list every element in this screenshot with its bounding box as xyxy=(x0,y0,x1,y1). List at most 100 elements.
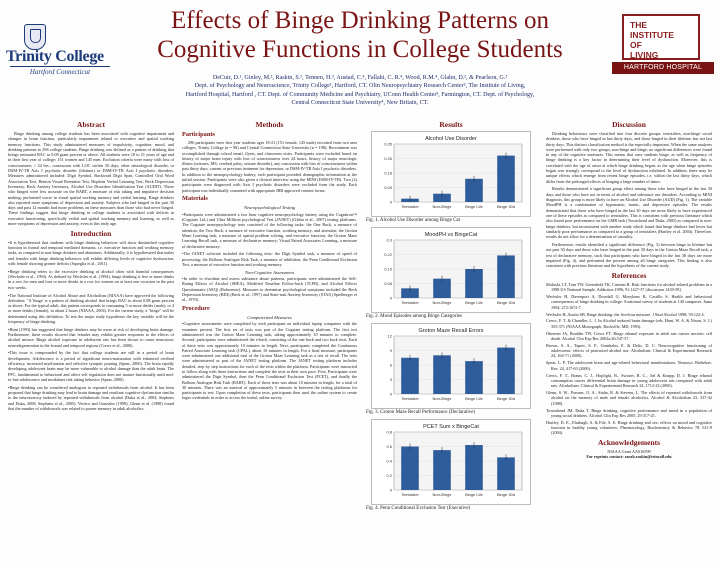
y-tick-label: 0.08 xyxy=(384,281,393,286)
x-tick-label: Binge 30d xyxy=(497,300,515,305)
x-tick-label: Binge Life xyxy=(465,492,484,497)
x-tick-label: Non-Binge xyxy=(433,300,453,305)
abstract-text: Binge drinking among college students ha… xyxy=(8,131,174,227)
results-heading: Results xyxy=(439,120,463,129)
discussion-paragraph-2: Results demonstrated a significant group… xyxy=(546,186,712,240)
x-tick-label: Binge 30d xyxy=(497,204,515,209)
x-tick-label: Binge Life xyxy=(465,396,484,401)
non-cognitive-heading: Non-Cognitive Assessment xyxy=(244,269,295,275)
computerized-measures-heading: Computerized Measures xyxy=(247,315,292,321)
intro-paragraph-4: •Hunt (1993) has suggested that binge dr… xyxy=(8,326,174,348)
x-tick-label: Binge Life xyxy=(465,204,484,209)
bar xyxy=(433,278,451,298)
y-tick-label: 9 xyxy=(390,348,393,353)
trinity-logo-subtitle: Hartford Connecticut xyxy=(10,66,110,76)
y-tick-label: 0.4 xyxy=(386,459,392,464)
x-tick-label: Non-Binge xyxy=(433,204,453,209)
acknowledgement-grant: NIAAA Grant AA016599 xyxy=(607,448,651,454)
discussion-paragraph-3: Furthermore, results identified a signif… xyxy=(546,241,712,269)
reference-item: Crews, F. T., Braun, C. J., Hoplight, B.… xyxy=(546,372,712,389)
discussion-paragraph-1: Drinking behaviours were classified into… xyxy=(546,131,712,184)
y-tick-label: 0 xyxy=(390,296,393,301)
procedure-text: •Cognitive assessments were completed by… xyxy=(182,321,357,401)
institute-logo-line-4: LIVING xyxy=(630,50,659,60)
bar xyxy=(401,288,419,298)
bar xyxy=(465,445,483,490)
chart-groton-maze-recall: Groton Maze Recall Errors 0 3 6 9 12 Teetotale… xyxy=(388,328,523,401)
discussion-heading: Discussion xyxy=(612,120,646,129)
reference-item: Townshend JM, Duka T. Binge drinking, co… xyxy=(546,407,712,418)
reference-item: Obernier JA, Bouldin TW, Crews FT. Binge… xyxy=(546,330,712,341)
reference-item: Wechsler H, Davenport A, Dowdall G, Moey… xyxy=(546,294,712,310)
institute-logo-line-2: INSTITUTE xyxy=(630,30,674,40)
intro-paragraph-6: •Binge drinking can be considered analog… xyxy=(8,384,174,411)
intro-paragraph-2: •Binge drinking refers to the excessive … xyxy=(8,268,174,290)
procedure-heading: Procedure xyxy=(182,305,210,313)
y-tick-label: 0.26 xyxy=(384,156,393,161)
figure-2: MoodPH vs BingeCat 0 0.08 0.15 0.22 0.3 Teetot… xyxy=(371,227,531,313)
y-tick-label: 0.3 xyxy=(386,238,392,243)
y-tick-label: 0.6 xyxy=(386,444,392,449)
participants-text: 296 participants were first year student… xyxy=(182,140,357,193)
reference-item: Brown, S. A., Tapert, S. F., Granholm, E… xyxy=(546,342,712,359)
x-tick-label: Teetotaler xyxy=(401,204,419,209)
column-methods: Methods Participants 296 participants we… xyxy=(182,118,357,564)
acknowledgement-contact: For reprints contact: sarah.raskin@trinc… xyxy=(586,453,672,459)
figure-1-caption: Fig. 1. Alcohol Use Disorder among Binge… xyxy=(366,218,461,223)
y-tick-label: 0 xyxy=(390,392,393,397)
methods-heading: Methods xyxy=(255,120,284,129)
bar xyxy=(465,178,483,202)
y-tick-label: 6 xyxy=(390,363,393,368)
participants-heading: Participants xyxy=(182,131,215,138)
intro-paragraph-3: •The National Institute of Alcohol Abuse… xyxy=(8,292,174,324)
y-tick-label: 0 xyxy=(390,200,393,205)
materials-paragraph-1: •Participants were administered a two ho… xyxy=(182,211,357,249)
bar xyxy=(433,450,451,490)
x-tick-label: Non-Binge xyxy=(433,492,453,497)
bar xyxy=(465,361,483,394)
bar xyxy=(497,347,515,394)
institute-of-living-logo: THE INSTITUTE OF LIVING HARTFORD HOSPITA… xyxy=(612,14,714,76)
x-tick-label: Teetotaler xyxy=(401,396,419,401)
bar xyxy=(401,446,419,490)
y-tick-label: 12 xyxy=(388,334,393,339)
bar xyxy=(433,355,451,394)
x-tick-label: Non-Binge xyxy=(433,396,453,401)
trinity-college-logo: Trinity College Hartford Connecticut xyxy=(6,24,114,76)
y-tick-label: 0.22 xyxy=(384,252,393,257)
figure-1: Alcohol Use Disorder 0 0.09 0.18 0.26 0.35 Tee… xyxy=(371,131,531,217)
y-tick-label: 0.15 xyxy=(384,267,393,272)
institute-logo-line-1: THE xyxy=(630,20,647,30)
reference-item: Spear, L. P. The adolescent brain and ag… xyxy=(546,360,712,371)
bar xyxy=(497,155,515,202)
chart-title: Alcohol Use Disorder xyxy=(425,136,477,142)
intro-paragraph-5: •This issue is compounded by the fact th… xyxy=(8,350,174,382)
title-line-2: Cognitive Functions in College Students xyxy=(157,36,563,63)
hartford-hospital-bar: HARTFORD HOSPITAL xyxy=(612,62,714,74)
institute-logo-line-3: OF xyxy=(630,40,642,50)
reference-item: Crews, F. T. & Chandler, L. J. In Alcoho… xyxy=(546,318,712,329)
institute-logo-box: THE INSTITUTE OF LIVING xyxy=(622,14,700,60)
figure-4: PCET Sum x BingeCat 0 0.2 0.4 0.6 0.8 Teetotal… xyxy=(371,419,531,505)
reference-item: Wechsler H, Austin SB. Binge drinking: t… xyxy=(546,311,705,317)
author-names: DeCuir, D.¹, Ginley, M.², Raskin, S.¹, T… xyxy=(212,75,508,81)
y-tick-label: 0.18 xyxy=(384,171,393,176)
trinity-logo-name: Trinity College xyxy=(6,48,104,65)
y-tick-label: 0.09 xyxy=(384,185,393,190)
column-discussion: Discussion Drinking behaviours were clas… xyxy=(546,118,712,564)
chart-alcohol-use-disorder: Alcohol Use Disorder 0 0.09 0.18 0.26 0.35 Tee… xyxy=(384,136,523,209)
x-tick-label: Binge 30d xyxy=(497,396,515,401)
x-tick-label: Binge 30d xyxy=(497,492,515,497)
x-tick-label: Teetotaler xyxy=(401,300,419,305)
y-tick-label: 0.2 xyxy=(386,473,392,478)
references-heading: References xyxy=(611,270,647,280)
reference-item: Glenn, S. W., Parsons, O. A., Sinha, R. … xyxy=(546,390,712,406)
author-block: DeCuir, D.¹, Ginley, M.², Raskin, S.¹, T… xyxy=(120,74,600,108)
poster-title: Effects of Binge Drinking Patterns on Co… xyxy=(120,6,600,64)
bar xyxy=(401,357,419,394)
chart-title: Groton Maze Recall Errors xyxy=(418,328,483,334)
affiliation-line-1: Dept. of Psychology and Neuroscience, Tr… xyxy=(194,83,526,90)
materials-heading: Materials xyxy=(182,195,208,203)
affiliation-line-2: Hartford Hospital, Hartford , CT. Dept. … xyxy=(185,91,535,98)
